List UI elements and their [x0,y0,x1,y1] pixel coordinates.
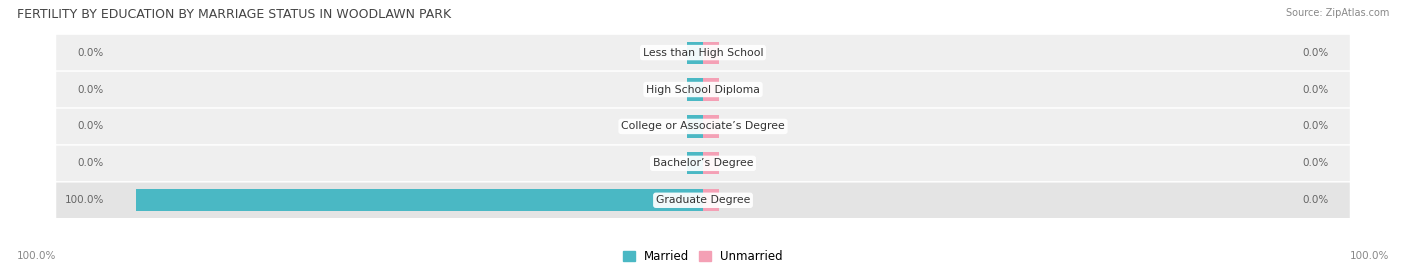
Text: 0.0%: 0.0% [77,121,104,132]
Text: 0.0%: 0.0% [1302,84,1329,94]
Text: 100.0%: 100.0% [1350,251,1389,261]
Text: Source: ZipAtlas.com: Source: ZipAtlas.com [1285,8,1389,18]
Text: Bachelor’s Degree: Bachelor’s Degree [652,158,754,168]
Bar [688,115,703,137]
Text: 0.0%: 0.0% [1302,158,1329,168]
Bar [703,79,718,101]
Text: 0.0%: 0.0% [1302,121,1329,132]
FancyBboxPatch shape [56,35,1350,70]
Text: 100.0%: 100.0% [17,251,56,261]
Text: 0.0%: 0.0% [77,84,104,94]
Bar [703,41,718,64]
Text: Graduate Degree: Graduate Degree [655,195,751,205]
Bar [703,189,718,211]
Text: 0.0%: 0.0% [77,48,104,58]
Text: FERTILITY BY EDUCATION BY MARRIAGE STATUS IN WOODLAWN PARK: FERTILITY BY EDUCATION BY MARRIAGE STATU… [17,8,451,21]
Text: 0.0%: 0.0% [1302,195,1329,205]
Bar [703,115,718,137]
Text: 0.0%: 0.0% [77,158,104,168]
Text: College or Associate’s Degree: College or Associate’s Degree [621,121,785,132]
FancyBboxPatch shape [56,109,1350,144]
Bar [688,41,703,64]
Text: 0.0%: 0.0% [1302,48,1329,58]
Bar [688,152,703,174]
FancyBboxPatch shape [56,72,1350,107]
Bar [703,152,718,174]
Legend: Married, Unmarried: Married, Unmarried [623,250,783,263]
FancyBboxPatch shape [56,183,1350,218]
Text: 100.0%: 100.0% [65,195,104,205]
Bar [135,189,703,211]
Text: Less than High School: Less than High School [643,48,763,58]
Bar [688,79,703,101]
Text: High School Diploma: High School Diploma [647,84,759,94]
FancyBboxPatch shape [56,146,1350,181]
